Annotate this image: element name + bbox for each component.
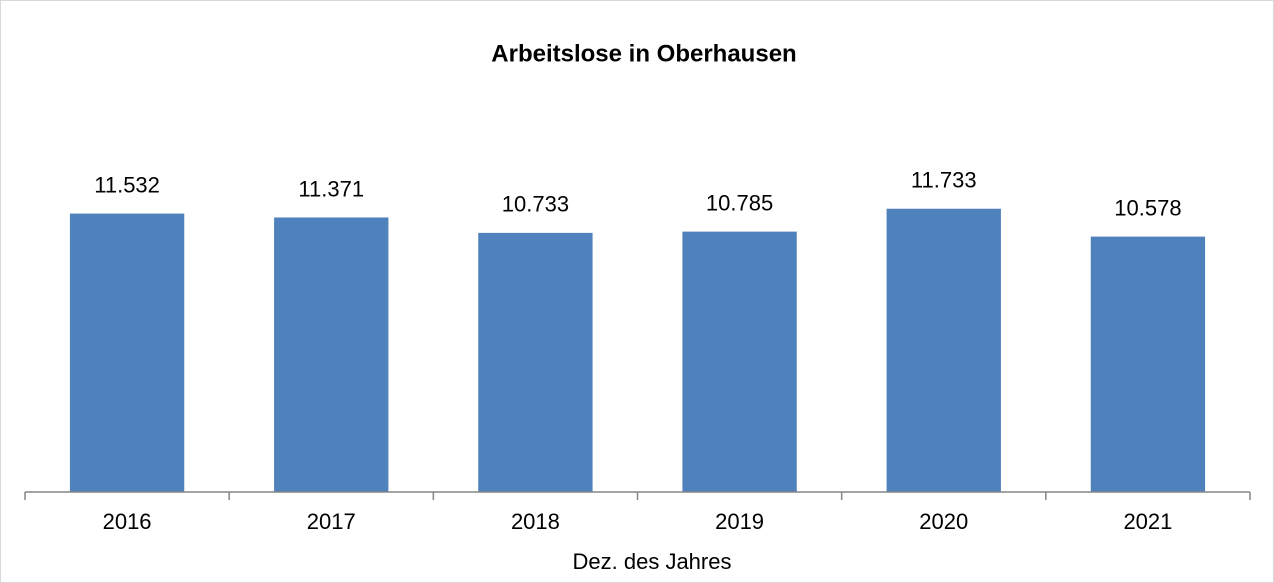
bar: [274, 217, 389, 493]
x-tick-label: 2019: [715, 509, 764, 534]
chart-title: Arbeitslose in Oberhausen: [491, 40, 796, 67]
value-label: 10.578: [1114, 195, 1181, 220]
bar: [682, 231, 797, 492]
bar: [1090, 236, 1206, 492]
x-tick-label: 2020: [919, 509, 968, 534]
x-tick-label: 2016: [103, 509, 152, 534]
bar: [69, 213, 185, 492]
value-label: 10.733: [502, 192, 569, 217]
value-label: 11.532: [94, 172, 160, 197]
value-label: 11.371: [298, 176, 364, 201]
x-axis-title: Dez. des Jahres: [573, 549, 732, 574]
bar: [478, 232, 593, 493]
value-label: 11.733: [911, 168, 977, 193]
x-tick-label: 2018: [511, 509, 560, 534]
value-label: 10.785: [706, 190, 773, 215]
x-tick-label: 2017: [307, 509, 356, 534]
bar: [886, 208, 1001, 492]
x-tick-label: 2021: [1123, 509, 1172, 534]
